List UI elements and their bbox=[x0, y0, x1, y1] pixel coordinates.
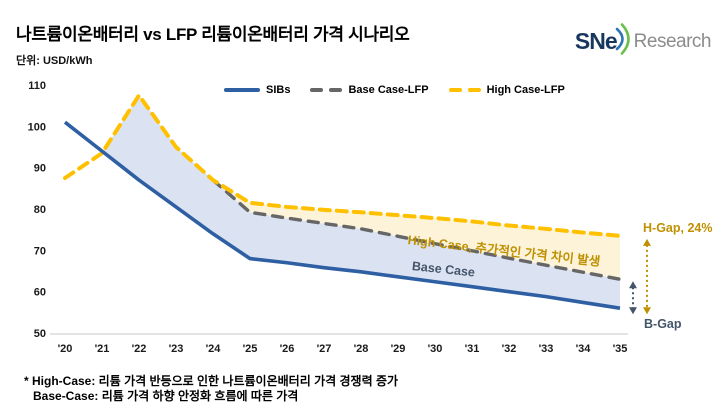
svg-text:80: 80 bbox=[34, 204, 46, 216]
legend-item-high-case-lfp: High Case-LFP bbox=[448, 84, 565, 96]
svg-text:'20: '20 bbox=[58, 343, 73, 355]
svg-text:60: 60 bbox=[34, 287, 46, 299]
svg-text:'32: '32 bbox=[502, 343, 517, 355]
sibs-line-swatch bbox=[224, 88, 260, 92]
svg-text:70: 70 bbox=[34, 245, 46, 257]
svg-text:'23: '23 bbox=[169, 343, 184, 355]
svg-text:50: 50 bbox=[34, 328, 46, 340]
svg-text:'24: '24 bbox=[206, 343, 222, 355]
legend-label-base-case-lfp: Base Case-LFP bbox=[348, 84, 429, 96]
page-title: 나트륨이온배터리 vs LFP 리튬이온배터리 가격 시나리오 bbox=[16, 25, 410, 44]
legend-item-base-case-lfp: Base Case-LFP bbox=[310, 84, 429, 96]
svg-text:'33: '33 bbox=[539, 343, 554, 355]
footnotes: * High-Case: 리튬 가격 반등으로 인한 나트륨이온배터리 가격 경… bbox=[24, 374, 398, 404]
b-gap-label: B-Gap bbox=[644, 317, 682, 331]
svg-text:'22: '22 bbox=[132, 343, 147, 355]
svg-text:'35: '35 bbox=[613, 343, 628, 355]
svg-text:90: 90 bbox=[34, 163, 46, 175]
unit-label: 단위: USD/kWh bbox=[16, 55, 93, 67]
svg-text:'34: '34 bbox=[576, 343, 592, 355]
base-case-line-swatch bbox=[310, 88, 343, 92]
footnote-high-case: * High-Case: 리튬 가격 반등으로 인한 나트륨이온배터리 가격 경… bbox=[24, 374, 399, 388]
legend-label-sibs: SIBs bbox=[266, 84, 291, 96]
svg-text:110: 110 bbox=[28, 80, 46, 92]
legend-item-sibs: SIBs bbox=[224, 84, 290, 96]
svg-text:'28: '28 bbox=[354, 343, 369, 355]
svg-text:'30: '30 bbox=[428, 343, 443, 355]
chart-legend: SIBs Base Case-LFP High Case-LFP bbox=[224, 84, 565, 96]
svg-text:'25: '25 bbox=[243, 343, 258, 355]
footnote-base-case: Base-Case: 리튬 가격 하향 안정화 흐름에 따른 가격 bbox=[33, 389, 299, 403]
high-case-line-swatch bbox=[448, 88, 481, 92]
sne-research-logo: SNe Research bbox=[574, 22, 712, 61]
svg-text:'31: '31 bbox=[465, 343, 480, 355]
svg-text:'27: '27 bbox=[317, 343, 332, 355]
logo-research-text: Research bbox=[633, 30, 712, 52]
logo-sne-text: SNe bbox=[574, 28, 618, 54]
svg-text:'21: '21 bbox=[95, 343, 110, 355]
h-gap-label: H-Gap, 24% bbox=[643, 221, 713, 235]
svg-text:'26: '26 bbox=[280, 343, 295, 355]
svg-text:100: 100 bbox=[28, 121, 46, 133]
legend-label-high-case-lfp: High Case-LFP bbox=[486, 84, 565, 96]
logo-swoosh-icon bbox=[615, 22, 632, 61]
svg-text:'29: '29 bbox=[391, 343, 406, 355]
